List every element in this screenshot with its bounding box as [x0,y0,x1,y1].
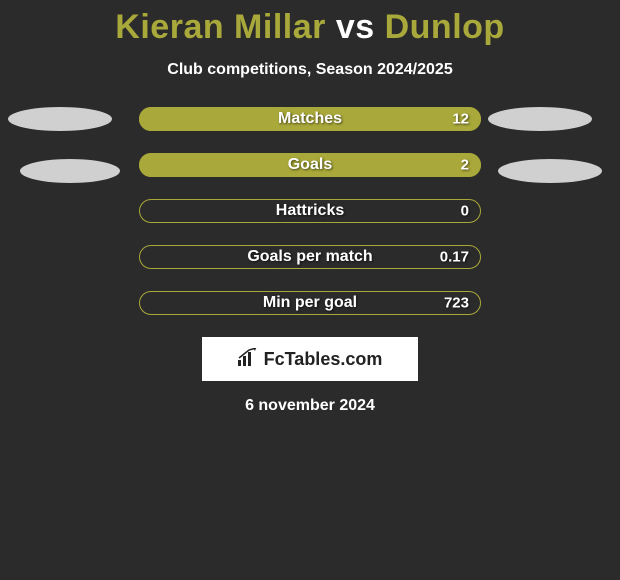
decorative-ellipse [498,159,602,183]
stat-row: Goals per match 0.17 [139,245,481,269]
decorative-ellipse [20,159,120,183]
logo-text: FcTables.com [264,349,383,370]
logo-box: FcTables.com [202,337,418,381]
stat-value: 12 [452,111,469,128]
stat-label: Goals [288,156,332,174]
stat-label: Min per goal [263,294,357,312]
stat-value: 2 [461,157,469,174]
player2-name: Dunlop [385,8,505,46]
page-title: Kieran Millar vs Dunlop [0,0,620,47]
stat-label: Matches [278,110,342,128]
subtitle: Club competitions, Season 2024/2025 [0,61,620,79]
decorative-ellipse [488,107,592,131]
stat-row: Min per goal 723 [139,291,481,315]
stat-value: 0.17 [440,249,469,266]
date-text: 6 november 2024 [0,397,620,415]
player1-name: Kieran Millar [115,8,326,46]
stat-row: Goals 2 [139,153,481,177]
decorative-ellipse [8,107,112,131]
stat-label: Hattricks [276,202,344,220]
stat-value: 723 [444,295,469,312]
stat-row: Hattricks 0 [139,199,481,223]
stat-value: 0 [461,203,469,220]
chart-icon [238,348,260,371]
stat-label: Goals per match [247,248,372,266]
vs-text: vs [336,8,375,46]
chart-area: Matches 12 Goals 2 Hattricks 0 Goals per match… [0,107,620,315]
stat-row: Matches 12 [139,107,481,131]
